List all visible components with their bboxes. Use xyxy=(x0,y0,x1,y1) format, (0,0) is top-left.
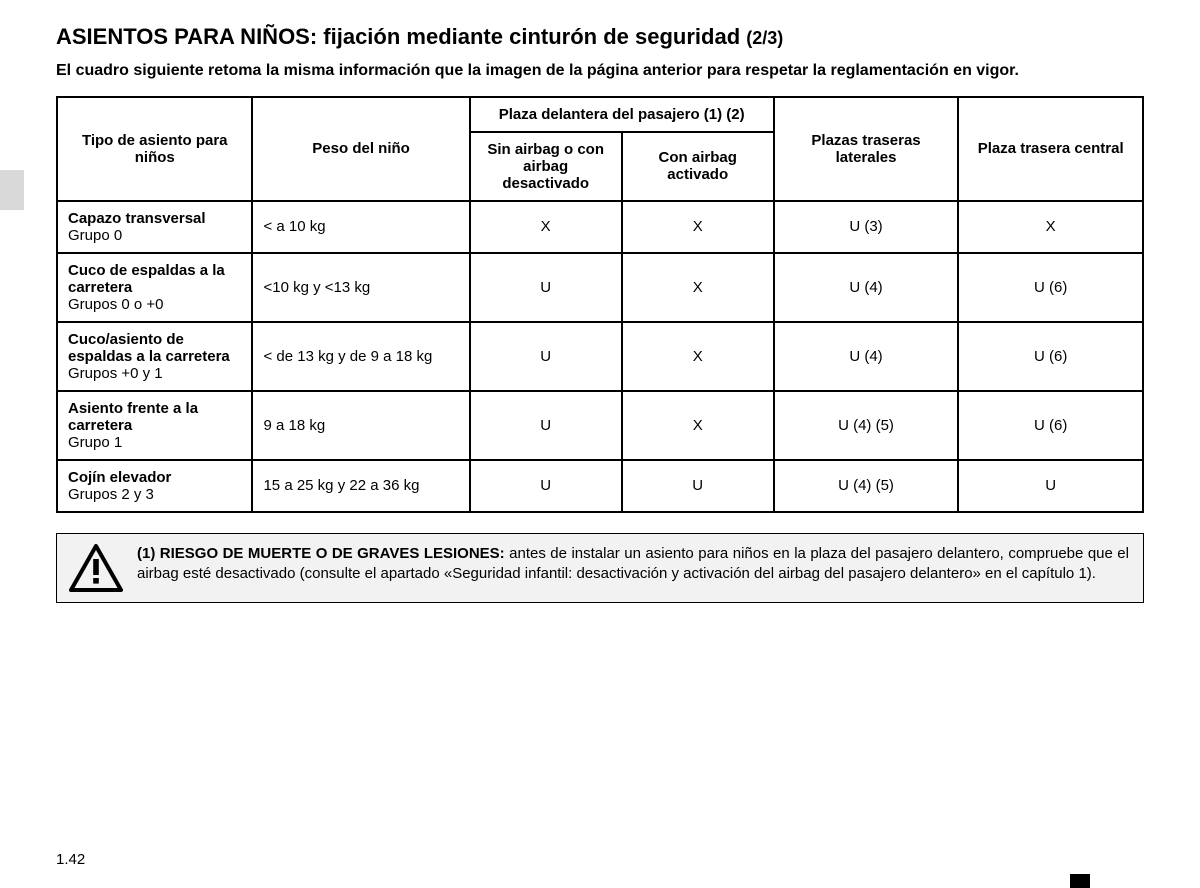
cell-weight: < a 10 kg xyxy=(252,201,469,253)
cell-seat-type: Capazo transversalGrupo 0 xyxy=(57,201,252,253)
cell-value: U xyxy=(622,460,774,512)
cell-value: U (6) xyxy=(958,253,1143,322)
cell-value: U (4) xyxy=(774,253,959,322)
cell-value: U xyxy=(470,460,622,512)
table-body: Capazo transversalGrupo 0< a 10 kgXXU (3… xyxy=(57,201,1143,512)
warning-text: (1) RIESGO DE MUERTE O DE GRAVES LESIONE… xyxy=(137,544,1129,585)
page-content: ASIENTOS PARA NIÑOS: fijación mediante c… xyxy=(0,0,1200,603)
cell-value: X xyxy=(622,391,774,460)
cell-value: U xyxy=(470,322,622,391)
side-tab xyxy=(0,170,24,210)
cell-seat-type: Cuco/asiento de espaldas a la carreteraG… xyxy=(57,322,252,391)
header-front-group: Plaza delantera del pasajero (1) (2) xyxy=(470,97,774,132)
header-rear-center: Plaza trasera central xyxy=(958,97,1143,201)
cell-value: U (4) xyxy=(774,322,959,391)
cell-value: U (3) xyxy=(774,201,959,253)
header-row-1: Tipo de asiento para niños Peso del niño… xyxy=(57,97,1143,132)
cell-value: U (6) xyxy=(958,322,1143,391)
child-seat-table: Tipo de asiento para niños Peso del niño… xyxy=(56,96,1144,513)
cell-value: U xyxy=(958,460,1143,512)
warning-box: (1) RIESGO DE MUERTE O DE GRAVES LESIONE… xyxy=(56,533,1144,603)
page-title: ASIENTOS PARA NIÑOS: fijación mediante c… xyxy=(56,24,1144,50)
cell-value: X xyxy=(958,201,1143,253)
cell-seat-type: Cojín elevadorGrupos 2 y 3 xyxy=(57,460,252,512)
warning-icon xyxy=(69,544,123,592)
title-part: (2/3) xyxy=(746,28,783,48)
cell-value: U xyxy=(470,391,622,460)
table-row: Capazo transversalGrupo 0< a 10 kgXXU (3… xyxy=(57,201,1143,253)
cell-seat-type: Cuco de espaldas a la carreteraGrupos 0 … xyxy=(57,253,252,322)
warning-bold: (1) RIESGO DE MUERTE O DE GRAVES LESIONE… xyxy=(137,545,505,562)
table-row: Cojín elevadorGrupos 2 y 315 a 25 kg y 2… xyxy=(57,460,1143,512)
intro-text: El cuadro siguiente retoma la misma info… xyxy=(56,60,1144,82)
corner-mark xyxy=(1070,874,1090,888)
title-main: ASIENTOS PARA NIÑOS: fijación mediante c… xyxy=(56,24,740,49)
cell-weight: <10 kg y <13 kg xyxy=(252,253,469,322)
cell-value: U xyxy=(470,253,622,322)
page-number: 1.42 xyxy=(56,851,85,868)
table-row: Asiento frente a la carreteraGrupo 19 a … xyxy=(57,391,1143,460)
cell-value: X xyxy=(622,322,774,391)
header-rear-side: Plazas traseras laterales xyxy=(774,97,959,201)
table-row: Cuco de espaldas a la carreteraGrupos 0 … xyxy=(57,253,1143,322)
cell-value: X xyxy=(470,201,622,253)
cell-weight: 9 a 18 kg xyxy=(252,391,469,460)
cell-value: X xyxy=(622,201,774,253)
cell-value: U (4) (5) xyxy=(774,460,959,512)
header-no-airbag: Sin airbag o con airbag desactivado xyxy=(470,132,622,201)
cell-value: U (4) (5) xyxy=(774,391,959,460)
header-seat-type: Tipo de asiento para niños xyxy=(57,97,252,201)
cell-value: X xyxy=(622,253,774,322)
cell-weight: 15 a 25 kg y 22 a 36 kg xyxy=(252,460,469,512)
cell-value: U (6) xyxy=(958,391,1143,460)
table-row: Cuco/asiento de espaldas a la carreteraG… xyxy=(57,322,1143,391)
header-weight: Peso del niño xyxy=(252,97,469,201)
header-with-airbag: Con airbag activado xyxy=(622,132,774,201)
cell-seat-type: Asiento frente a la carreteraGrupo 1 xyxy=(57,391,252,460)
cell-weight: < de 13 kg y de 9 a 18 kg xyxy=(252,322,469,391)
